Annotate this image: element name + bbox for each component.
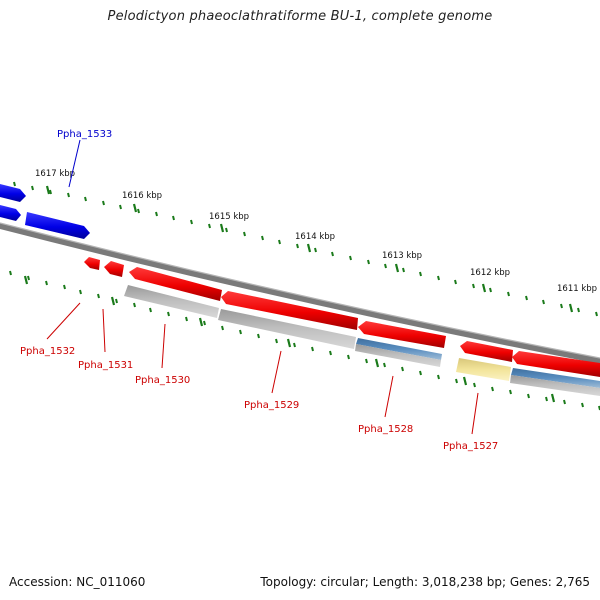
feature-band-steel: [511, 368, 600, 388]
gene-ppha-1529-arrow: [221, 291, 358, 330]
feature-band-steel: [356, 338, 442, 360]
gene-label-ppha-1528: Ppha_1528: [358, 424, 413, 435]
kbp-label: 1611 kbp: [557, 284, 597, 294]
gene-ppha-1530-arrow: [129, 267, 222, 301]
forward-strand-genes: [0, 184, 90, 239]
feature-band-gray: [218, 309, 356, 349]
inner-major-ticks: [23, 275, 556, 403]
gene-labels: Ppha_1533 Ppha_1532 Ppha_1531 Ppha_1530 …: [20, 129, 498, 452]
feature-band-gray: [355, 344, 441, 367]
kbp-label: 1617 kbp: [35, 169, 75, 179]
gene-arrow-forward: [0, 184, 26, 202]
kbp-label: 1616 kbp: [122, 191, 162, 201]
gene-label-ppha-1531: Ppha_1531: [78, 360, 133, 371]
gene-arrow-forward: [0, 205, 21, 221]
outer-tick-ring: [13, 181, 598, 317]
map-title: Pelodictyon phaeoclathratiforme BU-1, co…: [107, 9, 493, 24]
outer-major-ticks: [45, 185, 574, 313]
feature-band-gray: [510, 375, 600, 396]
label-leader-lines: [46, 139, 479, 435]
kbp-label: 1615 kbp: [209, 212, 249, 222]
gene-label-ppha-1529: Ppha_1529: [244, 400, 299, 411]
gene-ppha-1527-arrow: [460, 341, 513, 362]
gene-ppha-1532-arrow: [84, 257, 100, 270]
feature-band-yellow: [456, 358, 511, 381]
kbp-label: 1614 kbp: [295, 232, 335, 242]
gene-label-ppha-1530: Ppha_1530: [135, 375, 190, 386]
gene-label-ppha-1527: Ppha_1527: [443, 441, 498, 452]
gene-ppha-1528-arrow: [358, 321, 446, 348]
accession-label: Accession: NC_011060: [9, 575, 146, 589]
kbp-label: 1612 kbp: [470, 268, 510, 278]
genome-summary: Topology: circular; Length: 3,018,238 bp…: [260, 575, 590, 589]
gene-ppha-1533-arrow: [25, 212, 90, 239]
gene-label-ppha-1533: Ppha_1533: [57, 129, 112, 140]
kbp-label: 1613 kbp: [382, 251, 422, 261]
gene-ppha-1531-arrow: [104, 261, 124, 277]
kbp-labels: 1617 kbp 1616 kbp 1615 kbp 1614 kbp 1613…: [35, 169, 597, 294]
gene-label-ppha-1532: Ppha_1532: [20, 346, 75, 357]
genome-backbone: [0, 223, 600, 364]
gene-arrow-reverse: [512, 351, 600, 377]
reverse-strand-genes: [84, 257, 600, 377]
feature-band-gray: [124, 285, 219, 318]
feature-bands: [124, 285, 600, 396]
